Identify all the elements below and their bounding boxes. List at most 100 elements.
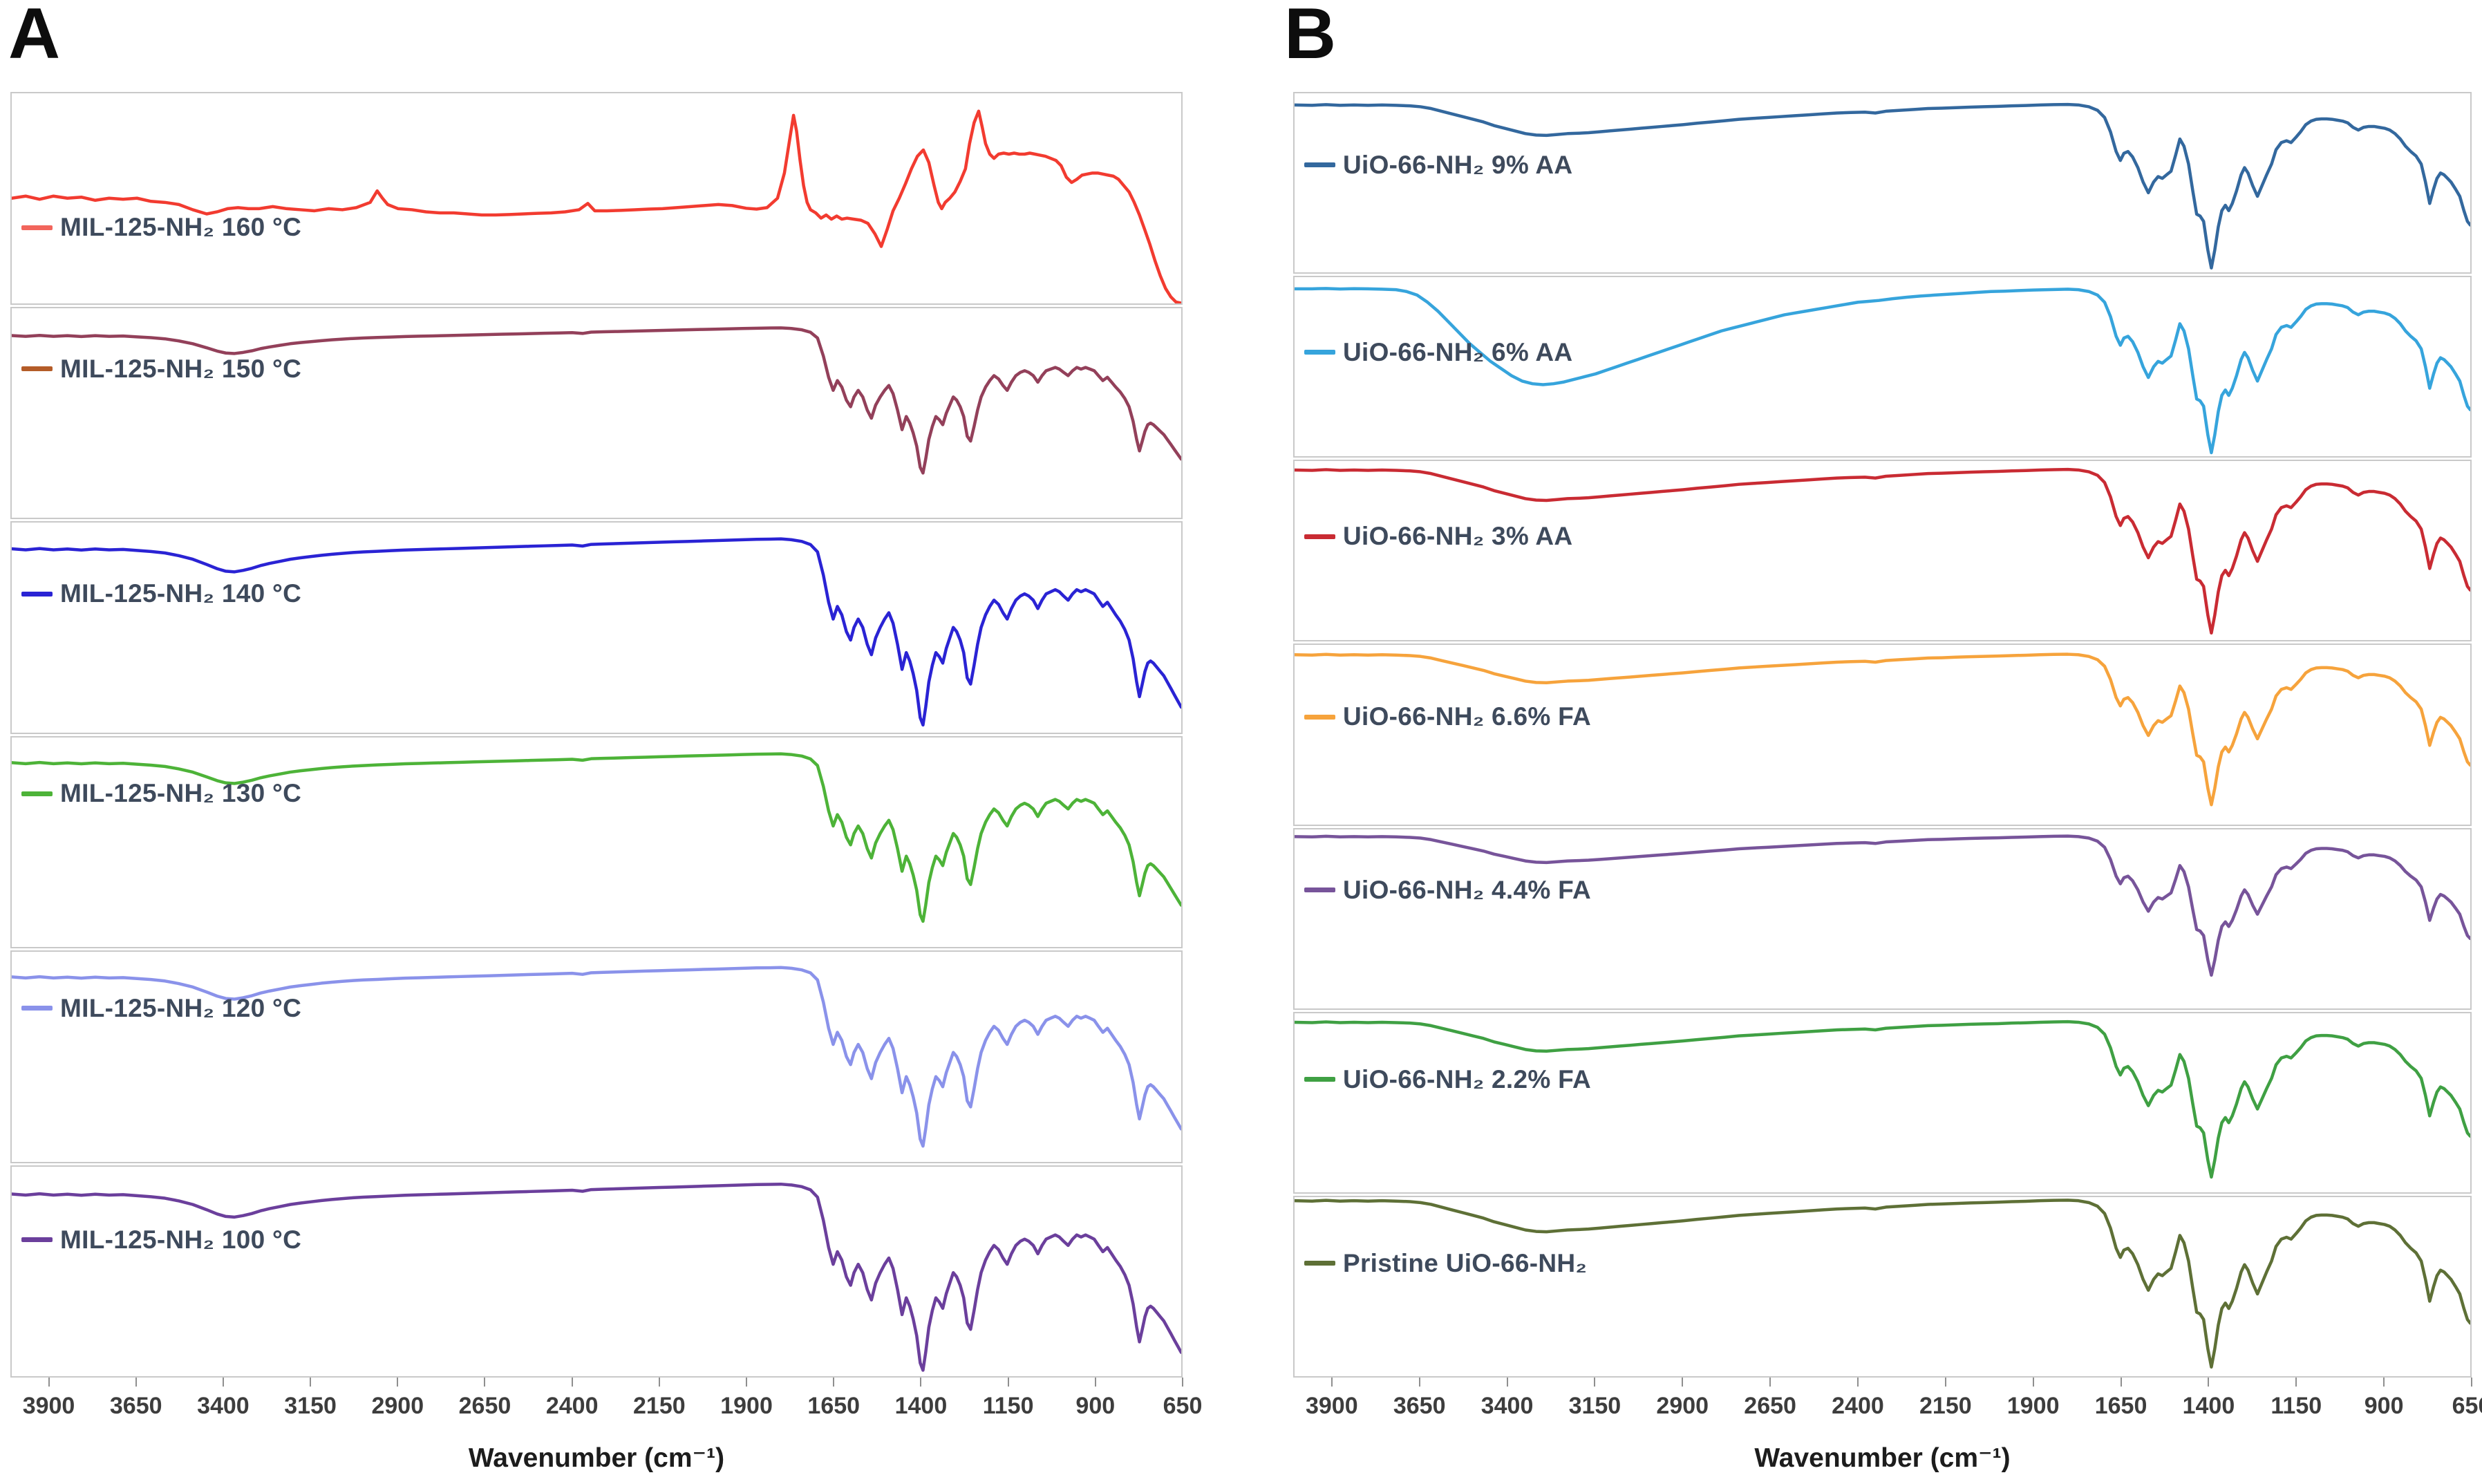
tick-label: 3150 bbox=[1568, 1393, 1621, 1419]
tick-label: 2150 bbox=[1919, 1393, 1972, 1419]
tick-mark bbox=[1007, 1378, 1009, 1387]
spectrum-subplot-b5: UiO-66-NH₂ 4.4% FA bbox=[1293, 827, 2472, 1010]
legend-swatch bbox=[21, 225, 53, 230]
legend: UiO-66-NH₂ 4.4% FA bbox=[1304, 876, 1591, 905]
legend-label: UiO-66-NH₂ 3% AA bbox=[1343, 522, 1573, 551]
legend: MIL-125-NH₂ 100 °C bbox=[21, 1225, 301, 1255]
panel-a-letter: A bbox=[8, 0, 61, 74]
tick-label: 1150 bbox=[2271, 1393, 2322, 1419]
legend-swatch bbox=[1304, 887, 1335, 893]
spectrum-plot-area bbox=[12, 952, 1181, 1162]
spectrum-subplot-a1: MIL-125-NH₂ 160 °C bbox=[10, 92, 1183, 305]
legend-label: UiO-66-NH₂ 2.2% FA bbox=[1343, 1064, 1592, 1093]
tick-label: 3900 bbox=[1305, 1393, 1358, 1419]
tick-mark bbox=[1944, 1378, 1946, 1387]
tick-mark bbox=[658, 1378, 660, 1387]
spectrum-line bbox=[1295, 104, 2470, 268]
tick-mark bbox=[2383, 1378, 2385, 1387]
legend: UiO-66-NH₂ 6.6% FA bbox=[1304, 702, 1591, 731]
legend-swatch bbox=[1304, 1261, 1335, 1266]
spectrum-plot-area bbox=[12, 1167, 1181, 1377]
legend-label: UiO-66-NH₂ 4.4% FA bbox=[1343, 875, 1592, 904]
spectrum-subplot-b4: UiO-66-NH₂ 6.6% FA bbox=[1293, 644, 2472, 826]
legend: Pristine UiO-66-NH₂ bbox=[1304, 1249, 1587, 1278]
legend-swatch bbox=[21, 366, 53, 371]
tick-label: 1900 bbox=[720, 1393, 773, 1419]
legend-label: MIL-125-NH₂ 130 °C bbox=[60, 779, 302, 808]
tick-mark bbox=[2208, 1378, 2210, 1387]
legend-swatch bbox=[21, 791, 53, 796]
panel-b-x-axis: 3900 3650 3400 3150 2900 2650 2400 2150 1900 1650… bbox=[1293, 1378, 2482, 1427]
tick-label: 3150 bbox=[284, 1393, 337, 1419]
legend-swatch bbox=[21, 1006, 53, 1011]
tick-label: 1650 bbox=[807, 1393, 861, 1419]
tick-label: 1400 bbox=[2182, 1393, 2235, 1419]
tick-mark bbox=[833, 1378, 835, 1387]
legend-label: MIL-125-NH₂ 100 °C bbox=[60, 1225, 302, 1254]
legend: MIL-125-NH₂ 140 °C bbox=[21, 579, 301, 608]
tick-label: 2900 bbox=[1656, 1393, 1709, 1419]
legend-label: MIL-125-NH₂ 140 °C bbox=[60, 579, 302, 608]
tick-label: 2650 bbox=[1744, 1393, 1796, 1419]
spectrum-plot-area bbox=[12, 308, 1181, 518]
tick-label: 2400 bbox=[545, 1393, 599, 1419]
panel-a-x-axis: 3900 3650 3400 3150 2900 2650 2400 2150 1900 1650… bbox=[10, 1378, 1202, 1427]
tick-mark bbox=[1594, 1378, 1596, 1387]
spectrum-plot-area bbox=[1295, 1197, 2470, 1376]
spectrum-subplot-a5: MIL-125-NH₂ 120 °C bbox=[10, 950, 1183, 1163]
panel-b: UiO-66-NH₂ 9% AA UiO-66-NH₂ 6% AA UiO-66-N… bbox=[1293, 92, 2482, 1474]
panel-b-subplots: UiO-66-NH₂ 9% AA UiO-66-NH₂ 6% AA UiO-66-N… bbox=[1293, 92, 2472, 1378]
spectrum-line bbox=[1295, 469, 2470, 633]
legend: MIL-125-NH₂ 150 °C bbox=[21, 355, 301, 384]
tick-label: 2400 bbox=[1832, 1393, 1884, 1419]
spectrum-subplot-a2: MIL-125-NH₂ 150 °C bbox=[10, 306, 1183, 519]
tick-label: 1900 bbox=[2006, 1393, 2060, 1419]
tick-mark bbox=[1506, 1378, 1508, 1387]
legend-label: MIL-125-NH₂ 150 °C bbox=[60, 354, 302, 383]
spectrum-line bbox=[12, 111, 1181, 303]
panel-a-subplots: MIL-125-NH₂ 160 °C MIL-125-NH₂ 150 °C MIL-… bbox=[10, 92, 1183, 1378]
legend-label: Pristine UiO-66-NH₂ bbox=[1343, 1248, 1588, 1277]
tick-mark bbox=[1418, 1378, 1420, 1387]
legend: UiO-66-NH₂ 9% AA bbox=[1304, 151, 1572, 180]
legend-swatch bbox=[1304, 714, 1335, 720]
legend-label: UiO-66-NH₂ 6.6% FA bbox=[1343, 702, 1592, 731]
tick-label: 3400 bbox=[197, 1393, 250, 1419]
spectrum-plot-area bbox=[12, 93, 1181, 303]
tick-label: 2650 bbox=[458, 1393, 511, 1419]
tick-mark bbox=[746, 1378, 748, 1387]
spectrum-subplot-b1: UiO-66-NH₂ 9% AA bbox=[1293, 92, 2472, 274]
spectrum-line bbox=[1295, 288, 2470, 453]
tick-mark bbox=[1856, 1378, 1859, 1387]
tick-label: 3650 bbox=[1393, 1393, 1446, 1419]
legend-swatch bbox=[1304, 350, 1335, 355]
spectrum-plot-area bbox=[1295, 645, 2470, 824]
legend-swatch bbox=[21, 591, 53, 597]
spectrum-line bbox=[1295, 655, 2470, 805]
tick-mark bbox=[484, 1378, 486, 1387]
legend-swatch bbox=[1304, 162, 1335, 168]
tick-mark bbox=[2120, 1378, 2122, 1387]
legend: MIL-125-NH₂ 120 °C bbox=[21, 994, 301, 1023]
panel-b-x-axis-title: Wavenumber (cm⁻¹) bbox=[1754, 1443, 2011, 1473]
tick-mark bbox=[571, 1378, 573, 1387]
spectrum-line bbox=[1295, 1200, 2470, 1366]
legend: UiO-66-NH₂ 3% AA bbox=[1304, 522, 1572, 551]
spectrum-subplot-b2: UiO-66-NH₂ 6% AA bbox=[1293, 276, 2472, 458]
legend-label: UiO-66-NH₂ 6% AA bbox=[1343, 337, 1573, 366]
tick-label: 900 bbox=[2364, 1393, 2404, 1419]
legend: UiO-66-NH₂ 6% AA bbox=[1304, 338, 1572, 367]
spectrum-line bbox=[12, 1184, 1181, 1370]
tick-mark bbox=[2032, 1378, 2034, 1387]
tick-mark bbox=[2471, 1378, 2472, 1387]
tick-label: 3650 bbox=[109, 1393, 162, 1419]
spectrum-subplot-b7: Pristine UiO-66-NH₂ bbox=[1293, 1195, 2472, 1378]
spectrum-line bbox=[12, 328, 1181, 473]
spectrum-plot-area bbox=[1295, 277, 2470, 456]
tick-label: 3900 bbox=[22, 1393, 75, 1419]
tick-mark bbox=[1769, 1378, 1771, 1387]
spectrum-subplot-a6: MIL-125-NH₂ 100 °C bbox=[10, 1165, 1183, 1378]
spectrum-line bbox=[12, 753, 1181, 921]
spectrum-plot-area bbox=[1295, 93, 2470, 272]
tick-label: 1400 bbox=[894, 1393, 948, 1419]
